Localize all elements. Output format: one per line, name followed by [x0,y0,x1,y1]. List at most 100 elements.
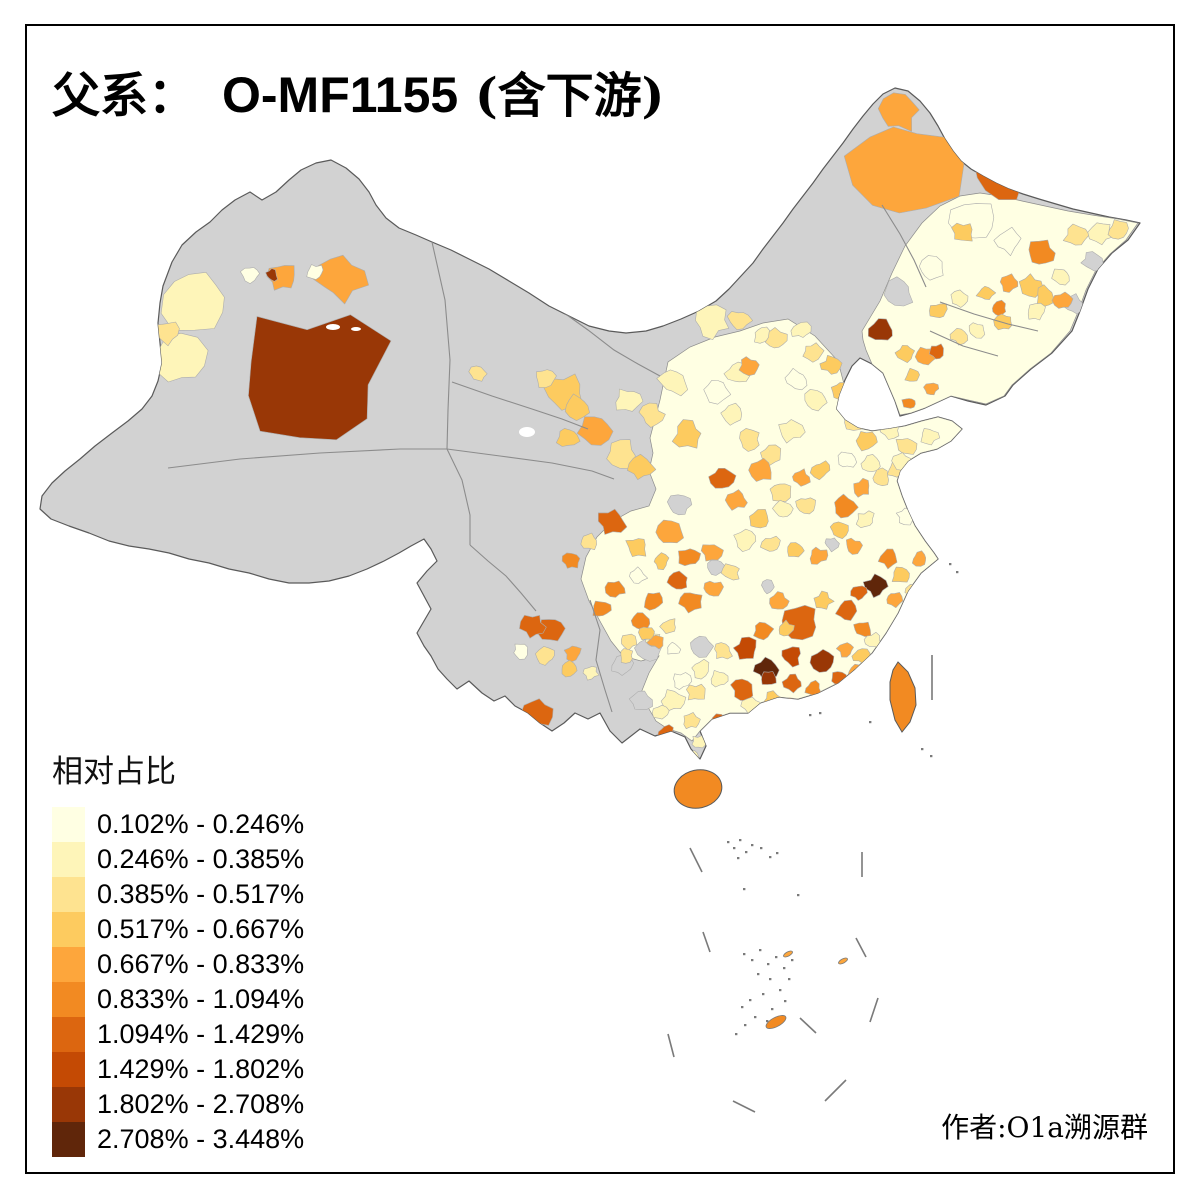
sea-islet [754,1016,757,1019]
prefecture-region [720,402,743,426]
prefecture-region [844,410,868,431]
no-data-region [824,537,840,553]
prefecture-region [778,419,806,444]
sea-islet [769,978,772,981]
prefecture-region [872,467,889,487]
prefecture-region [829,521,849,540]
prefecture-region [726,311,754,331]
prefecture-region [834,493,859,519]
prefecture-region [809,460,831,481]
prefecture-region [555,428,581,447]
legend-label: 0.517% - 0.667% [97,914,305,944]
sea-islet [749,999,752,1002]
sea-islet [735,1033,738,1036]
legend-label: 0.246% - 0.385% [97,844,305,874]
prefecture-region [992,299,1007,317]
prefecture-region [753,621,775,641]
sea-islet [779,989,782,992]
prefecture-region [928,343,944,360]
province-border [559,309,661,377]
sea-islet [869,721,872,724]
province-border [939,301,1039,332]
prefecture-region [802,342,825,363]
prefecture-region [615,388,644,412]
no-data-region [914,507,930,524]
prefecture-region [1062,223,1090,246]
prefecture-region [804,679,822,697]
prefecture-region [911,550,927,567]
legend-label: 0.385% - 0.517% [97,879,305,909]
prefecture-region [513,643,529,660]
lake [351,327,361,331]
legend-title: 相对占比 [52,754,176,789]
sea-islet [776,852,779,855]
sea-islet [797,894,800,897]
legend-label: 1.094% - 1.429% [97,1019,305,1049]
prefecture-region [906,482,926,501]
sea-boundary-dash [702,931,711,953]
prefecture-region [720,563,740,581]
legend-label: 2.708% - 3.448% [97,1124,305,1154]
prefecture-region [620,633,638,651]
no-data-region [666,494,693,516]
prefecture-region [732,636,757,660]
legend-row: 0.667% - 0.833% [52,947,304,982]
prefecture-region [769,483,792,502]
prefecture-region [895,438,918,455]
sea-islet-colored [838,957,848,965]
prefecture-region [683,712,701,730]
prefecture-region [951,222,973,242]
sea-islet [784,1000,787,1003]
prefecture-region [561,552,581,569]
prefecture-region [781,697,799,714]
prefecture-region [918,255,944,281]
prefecture-region [582,665,600,681]
legend-label: 1.429% - 1.802% [97,1054,305,1084]
prefecture-region [738,356,760,377]
legend-row: 1.429% - 1.802% [52,1052,304,1087]
prefecture-region [999,273,1019,293]
legend-swatch [52,1017,85,1052]
map-legend: 相对占比 0.102% - 0.246% 0.246% - 0.385% 0.385… [52,746,304,1157]
sea-islet [751,844,754,847]
author-credit: 作者:O1a溯源群 [941,1111,1148,1144]
prefecture-region [853,621,872,637]
sea-islet [769,856,772,859]
no-data-region [761,579,775,595]
sea-islet [762,993,765,996]
prefecture-region [1051,291,1074,309]
prefecture-region [929,303,948,319]
no-data-region [999,130,1031,156]
prefecture-region [864,660,882,676]
prefecture-region [678,592,703,614]
legend-label: 0.667% - 0.833% [97,949,305,979]
sea-islet [809,714,812,717]
prefecture-region [891,566,910,583]
prefecture-region [792,468,811,487]
prefecture-region [240,267,260,284]
prefecture-region [691,735,707,749]
prefecture-region [659,618,676,635]
sea-islet [775,956,778,959]
prefecture-region [703,380,732,405]
prefecture-region [772,499,794,518]
no-data-region [1080,251,1104,272]
prefecture-region [993,226,1022,256]
prefecture-region [894,345,915,363]
prefecture-region [265,268,278,282]
prefecture-region [809,649,835,673]
sea-islet [757,973,760,976]
sea-islet [783,967,786,970]
prefecture-region [835,599,858,621]
prefecture-region [660,689,687,712]
prefecture-region [666,570,688,590]
prefecture-region [671,419,702,449]
prefecture-region [667,641,682,655]
sea-islet [744,1024,747,1027]
prefecture-region [784,367,808,391]
prefecture-region [700,544,724,562]
sea-islet [741,1006,744,1009]
map-title: 父系： O-MF1155 (含下游) [52,56,664,126]
prefecture-region [685,683,706,701]
prefecture-region [160,271,225,331]
